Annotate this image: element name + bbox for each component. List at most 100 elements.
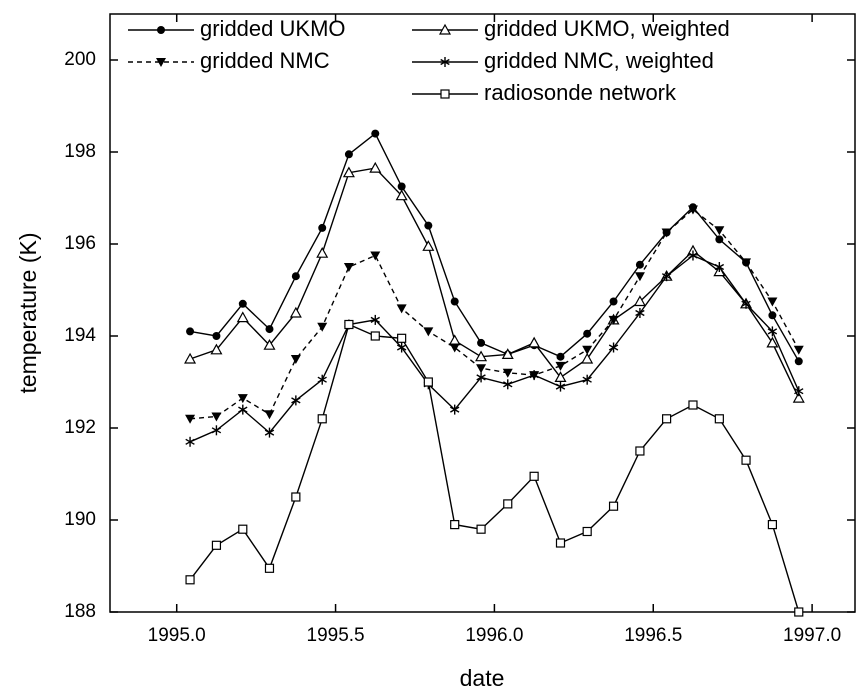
marker-shape: [290, 355, 301, 364]
marker: [369, 161, 382, 173]
marker-shape: [265, 325, 274, 334]
marker: [555, 538, 566, 548]
marker: [450, 297, 459, 306]
marker-shape: [715, 235, 724, 244]
marker: [186, 327, 195, 336]
y-tick-label: 200: [64, 49, 96, 70]
marker: [424, 221, 433, 230]
marker: [608, 315, 619, 325]
marker-shape: [662, 414, 672, 424]
marker: [529, 471, 539, 481]
marker: [396, 342, 407, 353]
marker-shape: [555, 361, 566, 371]
marker-shape: [794, 388, 804, 395]
marker: [661, 228, 672, 238]
marker: [794, 607, 804, 617]
series-line: [189, 208, 800, 420]
marker: [503, 379, 513, 390]
marker: [211, 412, 222, 422]
marker: [264, 410, 275, 420]
marker: [633, 295, 646, 307]
marker: [422, 240, 435, 251]
marker: [475, 350, 488, 362]
marker-shape: [582, 526, 592, 537]
plot-frame: [109, 13, 856, 613]
marker: [661, 271, 672, 282]
marker-shape: [371, 129, 380, 138]
marker-shape: [238, 406, 248, 413]
marker-shape: [211, 427, 222, 434]
marker: [210, 343, 223, 355]
marker-shape: [501, 348, 514, 359]
marker: [556, 352, 565, 361]
marker-shape: [423, 377, 433, 387]
marker: [528, 336, 541, 348]
marker-shape: [318, 223, 327, 232]
marker-shape: [396, 304, 407, 314]
y-tick-label: 190: [64, 509, 96, 530]
marker: [793, 345, 804, 355]
legend-label: gridded UKMO, weighted: [484, 16, 730, 41]
marker: [766, 336, 779, 348]
marker-shape: [450, 519, 460, 530]
marker: [291, 272, 300, 281]
marker-shape: [185, 575, 195, 585]
marker: [476, 524, 486, 534]
marker-shape: [185, 414, 196, 424]
series-line: [189, 167, 800, 399]
marker: [767, 297, 778, 307]
marker-shape: [634, 272, 645, 282]
marker-shape: [687, 205, 698, 215]
marker: [291, 492, 301, 502]
marker-shape: [343, 263, 354, 272]
marker: [714, 414, 724, 424]
marker: [768, 311, 777, 320]
marker-shape: [714, 226, 725, 236]
marker-shape: [448, 334, 461, 346]
marker-shape: [264, 563, 275, 573]
marker: [476, 372, 486, 383]
marker: [265, 325, 274, 334]
marker: [438, 23, 452, 35]
marker-shape: [503, 499, 513, 509]
marker-shape: [714, 414, 724, 424]
marker-shape: [633, 295, 646, 307]
marker: [555, 361, 566, 371]
marker-shape: [741, 455, 751, 465]
marker: [238, 299, 247, 308]
marker-shape: [555, 538, 566, 548]
marker-shape: [766, 336, 779, 348]
marker: [370, 331, 380, 341]
marker: [343, 263, 354, 272]
marker-shape: [317, 414, 327, 424]
marker-shape: [397, 182, 406, 191]
marker: [212, 332, 221, 340]
marker: [237, 394, 248, 404]
marker-shape: [156, 58, 166, 67]
marker: [317, 322, 328, 332]
marker-shape: [635, 309, 645, 317]
marker-shape: [688, 400, 698, 410]
marker-shape: [370, 331, 380, 341]
marker: [185, 436, 195, 447]
marker-shape: [211, 540, 222, 550]
marker: [371, 129, 380, 138]
marker-shape: [237, 394, 248, 404]
marker-shape: [186, 327, 195, 336]
marker: [582, 345, 593, 355]
marker-shape: [741, 300, 751, 307]
marker-shape: [608, 501, 619, 511]
marker-shape: [289, 306, 302, 318]
marker-shape: [238, 524, 248, 534]
marker: [344, 319, 354, 330]
y-axis-title: temperature (K): [15, 232, 41, 393]
legend-label: gridded UKMO: [200, 16, 346, 41]
marker-shape: [688, 252, 698, 259]
marker: [264, 563, 275, 573]
marker: [156, 58, 166, 67]
marker-shape: [317, 376, 327, 383]
marker-shape: [344, 319, 354, 330]
marker-shape: [212, 332, 221, 340]
marker: [741, 298, 751, 309]
marker: [423, 327, 434, 337]
